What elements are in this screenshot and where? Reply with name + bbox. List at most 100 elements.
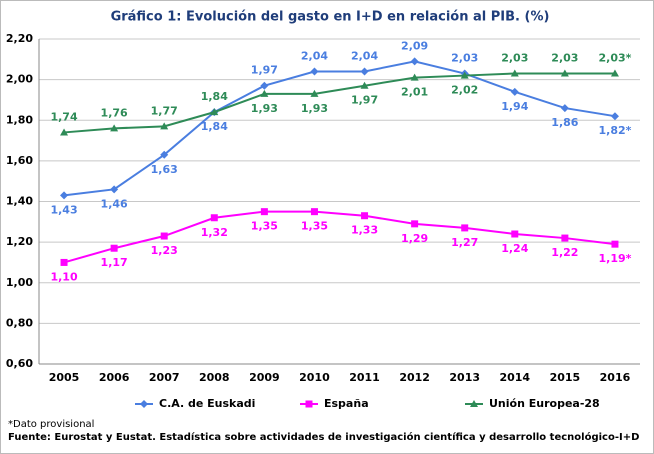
y-tick-label: 1,60 [6,154,33,167]
data-label: 1,76 [101,106,128,119]
y-tick-label: 1,00 [6,276,33,289]
data-label: 1,86 [551,116,578,129]
marker [560,104,569,113]
data-label: 1,97 [251,64,278,77]
marker [305,400,313,408]
data-label: 1,77 [151,104,178,117]
y-tick-label: 2,20 [6,32,33,45]
marker [160,150,169,159]
marker [410,73,419,81]
y-tick-label: 1,20 [6,235,33,248]
data-label: 1,35 [301,220,328,233]
marker [610,112,619,121]
marker [510,87,519,96]
marker [410,57,419,66]
x-tick-label: 2009 [249,371,280,384]
marker [160,232,168,240]
x-tick-label: 2012 [399,371,430,384]
x-tick-label: 2010 [299,371,330,384]
data-label: 2,03 [551,52,578,65]
marker [511,230,519,238]
x-tick-label: 2007 [149,371,180,384]
marker [210,214,218,222]
x-tick-label: 2014 [499,371,530,384]
data-label: 1,32 [201,226,228,239]
data-label: 1,63 [151,163,178,176]
data-label: 2,03 [501,52,528,65]
marker [611,240,619,248]
marker [470,400,478,407]
data-label: 2,03 [451,52,478,65]
marker [610,69,619,77]
data-label: 1,94 [501,100,528,113]
x-tick-label: 2008 [199,371,230,384]
marker [510,69,519,77]
source: Fuente: Eurostat y Eustat. Estadística s… [8,431,639,443]
data-label: 1,17 [101,256,128,269]
data-label: 1,82* [599,124,632,137]
data-label: 2,04 [351,50,378,63]
marker [360,81,369,89]
data-label: 1,74 [50,110,77,123]
chart-title: Gráfico 1: Evolución del gasto en I+D en… [111,10,550,25]
data-label: 1,23 [151,244,178,257]
data-label: 1,43 [50,203,77,216]
marker [360,67,369,76]
marker [60,128,69,136]
marker [411,220,419,228]
data-label: 1,93 [301,102,328,115]
legend-label: Unión Europea-28 [489,397,600,410]
data-label: 2,03* [599,52,632,65]
data-label: 1,35 [251,220,278,233]
marker [260,208,268,216]
x-tick-label: 2015 [550,371,581,384]
data-label: 1,29 [401,232,428,245]
marker [260,89,269,97]
series-line [63,210,616,264]
marker [160,122,169,130]
series-line [63,72,615,134]
marker [310,89,319,97]
data-label: 1,84 [201,120,228,133]
data-label: 1,19* [599,252,632,265]
marker [110,244,118,252]
marker [60,191,69,200]
data-label: 2,09 [401,39,428,52]
y-tick-label: 1,40 [6,195,33,208]
x-tick-label: 2016 [600,371,631,384]
series-line [63,60,616,197]
data-label: 1,10 [50,270,77,283]
marker [260,81,269,90]
y-tick-label: 2,00 [6,73,33,86]
x-tick-label: 2005 [49,371,80,384]
legend-label: C.A. de Euskadi [159,397,255,410]
x-tick-label: 2013 [449,371,480,384]
footnote: *Dato provisional [8,419,94,430]
data-label: 1,27 [451,236,478,249]
marker [361,212,369,220]
marker [560,69,569,77]
data-label: 2,04 [301,50,328,63]
data-label: 2,02 [451,84,478,97]
marker [140,400,148,408]
data-label: 1,33 [351,224,378,237]
marker [461,224,469,232]
x-tick-label: 2011 [349,371,380,384]
y-tick-label: 1,80 [6,113,33,126]
x-tick-label: 2006 [99,371,130,384]
marker [110,124,119,132]
data-label: 1,97 [351,94,378,107]
marker [561,234,569,242]
data-label: 1,84 [201,90,228,103]
data-label: 1,24 [501,242,528,255]
data-label: 1,22 [551,246,578,259]
data-label: 1,93 [251,102,278,115]
marker [60,258,68,266]
marker [310,208,318,216]
y-tick-label: 0,80 [6,316,33,329]
y-tick-label: 0,60 [6,357,33,370]
marker [210,108,219,116]
legend-label: España [324,397,369,410]
